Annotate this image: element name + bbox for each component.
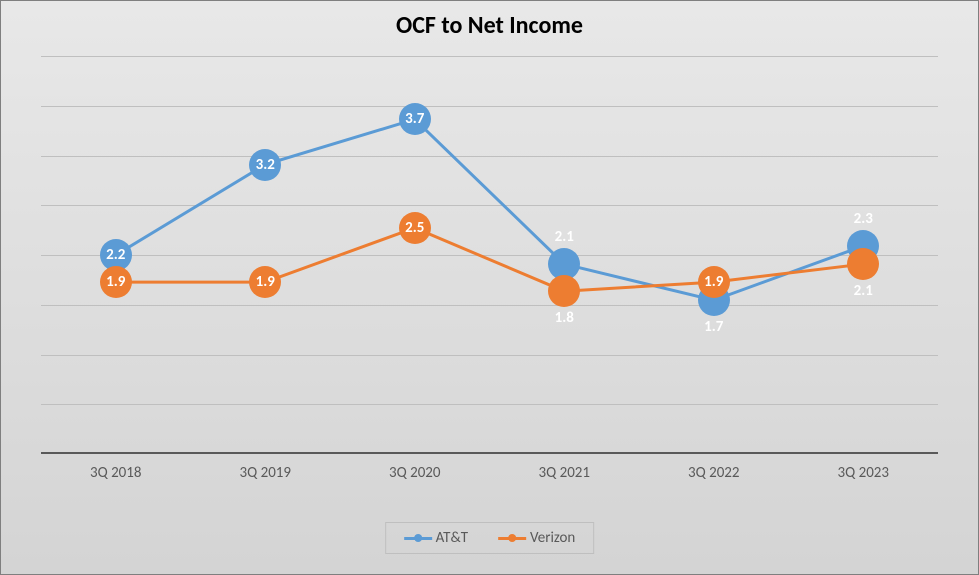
x-axis-label: 3Q 2019 xyxy=(240,464,292,482)
data-label: 3.7 xyxy=(405,110,424,128)
data-marker: 1.9 xyxy=(100,266,132,298)
data-label: 2.2 xyxy=(106,246,125,264)
data-label: 1.9 xyxy=(256,273,275,291)
x-axis-labels: 3Q 2018 3Q 2019 3Q 2020 3Q 2021 3Q 2022 3Q 20… xyxy=(41,464,938,489)
chart-title: OCF to Net Income xyxy=(1,11,978,40)
x-axis-label: 3Q 2022 xyxy=(688,464,740,482)
legend-label: Verizon xyxy=(530,529,575,547)
data-label: 2.5 xyxy=(405,219,424,237)
legend-label: AT&T xyxy=(436,529,468,547)
data-label: 3.2 xyxy=(256,156,275,174)
data-label: 1.9 xyxy=(106,273,125,291)
legend-swatch xyxy=(498,537,526,540)
legend-marker-icon xyxy=(508,534,516,542)
data-label: 2.1 xyxy=(854,282,873,300)
data-marker: 1.8 xyxy=(548,275,580,307)
legend-marker-icon xyxy=(414,534,422,542)
data-marker: 2.1 xyxy=(847,248,879,280)
data-marker: 1.9 xyxy=(698,266,730,298)
x-axis-label: 3Q 2023 xyxy=(838,464,890,482)
x-axis-label: 3Q 2021 xyxy=(539,464,591,482)
data-marker: 3.7 xyxy=(399,103,431,135)
data-marker: 2.5 xyxy=(399,212,431,244)
chart-container: OCF to Net Income 2.2 3.2 3.7 2.1 1.7 2.3 1.9 1… xyxy=(0,0,979,575)
legend-item: Verizon xyxy=(498,529,575,547)
x-axis-label: 3Q 2018 xyxy=(90,464,142,482)
x-axis-label: 3Q 2020 xyxy=(389,464,441,482)
chart-lines xyxy=(41,56,938,454)
data-label: 1.7 xyxy=(704,318,723,336)
plot-area: 2.2 3.2 3.7 2.1 1.7 2.3 1.9 1.9 2.5 1.8 1.9 2.1 xyxy=(41,56,938,454)
data-marker: 1.9 xyxy=(249,266,281,298)
data-marker: 3.2 xyxy=(249,149,281,181)
series-line xyxy=(116,228,864,291)
x-axis-line xyxy=(41,452,938,454)
data-label: 1.8 xyxy=(555,309,574,327)
data-label: 2.3 xyxy=(854,210,873,228)
legend-item: AT&T xyxy=(404,529,468,547)
series-line xyxy=(116,119,864,300)
data-label: 1.9 xyxy=(704,273,723,291)
legend: AT&T Verizon xyxy=(385,522,595,554)
data-label: 2.1 xyxy=(555,228,574,246)
legend-swatch xyxy=(404,537,432,540)
